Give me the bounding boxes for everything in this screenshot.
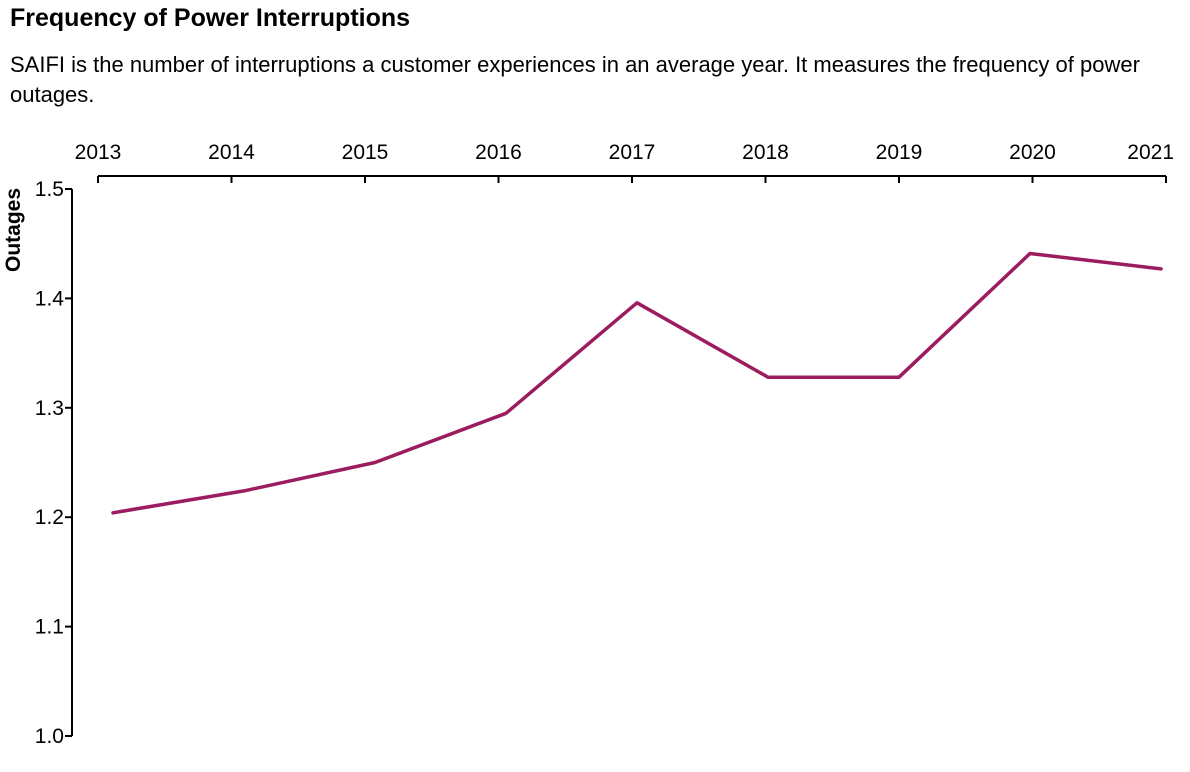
x-tick-label: 2014 bbox=[208, 141, 255, 164]
x-tick-label: 2013 bbox=[75, 141, 122, 164]
series-group bbox=[111, 251, 1163, 515]
x-axis: 2013 2014 2015 2016 2017 2018 2019 2020 2021 bbox=[75, 141, 1174, 183]
y-tick-label: 1.1 bbox=[35, 616, 64, 639]
x-tick-label: 2019 bbox=[876, 141, 923, 164]
chart-subtitle: SAIFI is the number of interruptions a c… bbox=[10, 52, 1140, 107]
y-tick-label: 1.4 bbox=[35, 287, 65, 310]
x-tick-label: 2017 bbox=[609, 141, 656, 164]
x-tick-label: 2021 bbox=[1127, 141, 1174, 164]
x-tick-label: 2016 bbox=[475, 141, 522, 164]
y-tick-label: 1.5 bbox=[35, 178, 64, 201]
y-axis-title: Outages bbox=[2, 188, 25, 272]
y-tick-label: 1.3 bbox=[35, 397, 64, 420]
x-tick-label: 2018 bbox=[742, 141, 789, 164]
series-line bbox=[111, 251, 1163, 515]
y-tick-label: 1.0 bbox=[35, 725, 64, 748]
y-axis: 1.0 1.1 1.2 1.3 1.4 1.5 bbox=[35, 178, 73, 748]
chart-title: Frequency of Power Interruptions bbox=[10, 4, 411, 32]
x-tick-label: 2015 bbox=[342, 141, 389, 164]
x-tick-label: 2020 bbox=[1009, 141, 1056, 164]
y-tick-label: 1.2 bbox=[35, 506, 64, 529]
